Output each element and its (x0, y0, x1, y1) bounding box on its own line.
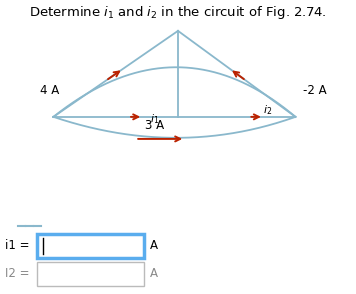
Text: A: A (150, 239, 158, 252)
Text: $i_1$: $i_1$ (150, 112, 159, 126)
FancyBboxPatch shape (37, 234, 144, 258)
Text: -2 A: -2 A (303, 84, 326, 97)
FancyBboxPatch shape (37, 262, 144, 286)
Text: 3 A: 3 A (145, 119, 164, 132)
Text: $i_2$: $i_2$ (263, 103, 272, 117)
Text: A: A (150, 268, 158, 280)
Text: i1 =: i1 = (5, 239, 30, 252)
Text: I2 =: I2 = (5, 268, 30, 280)
Text: Determine $i_1$ and $i_2$ in the circuit of Fig. 2.74.: Determine $i_1$ and $i_2$ in the circuit… (29, 4, 327, 21)
Text: 4 A: 4 A (40, 84, 59, 97)
